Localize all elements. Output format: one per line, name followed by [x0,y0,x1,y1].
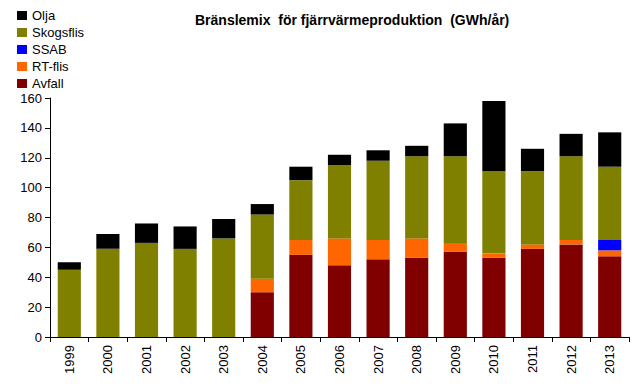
svg-text:160: 160 [20,91,42,106]
svg-text:40: 40 [28,270,42,285]
svg-text:2013: 2013 [602,345,617,374]
svg-text:2004: 2004 [255,345,270,374]
svg-text:2008: 2008 [409,345,424,374]
svg-text:60: 60 [28,240,42,255]
svg-text:Avfall: Avfall [32,76,64,91]
svg-text:2010: 2010 [486,345,501,374]
svg-text:140: 140 [20,120,42,135]
svg-text:2012: 2012 [564,345,579,374]
svg-text:2006: 2006 [332,345,347,374]
svg-text:Skogsflis: Skogsflis [32,25,85,40]
svg-text:2011: 2011 [525,345,540,373]
svg-text:2002: 2002 [178,345,193,374]
svg-text:Olja: Olja [32,8,56,23]
svg-text:0: 0 [35,330,42,345]
svg-text:20: 20 [28,300,42,315]
svg-text:100: 100 [20,180,42,195]
svg-text:80: 80 [28,210,42,225]
svg-text:120: 120 [20,150,42,165]
svg-text:2003: 2003 [216,345,231,374]
svg-text:RT-flis: RT-flis [32,59,69,74]
svg-text:Bränslemix för fjärrvärmeprod: Bränslemix för fjärrvärmeproduktion (GWh… [195,12,509,28]
svg-text:2005: 2005 [293,345,308,374]
svg-text:1999: 1999 [62,345,77,374]
svg-text:SSAB: SSAB [32,42,67,57]
svg-text:2000: 2000 [100,345,115,374]
svg-text:2007: 2007 [371,345,386,374]
svg-text:2009: 2009 [448,345,463,374]
svg-text:2001: 2001 [139,345,154,374]
